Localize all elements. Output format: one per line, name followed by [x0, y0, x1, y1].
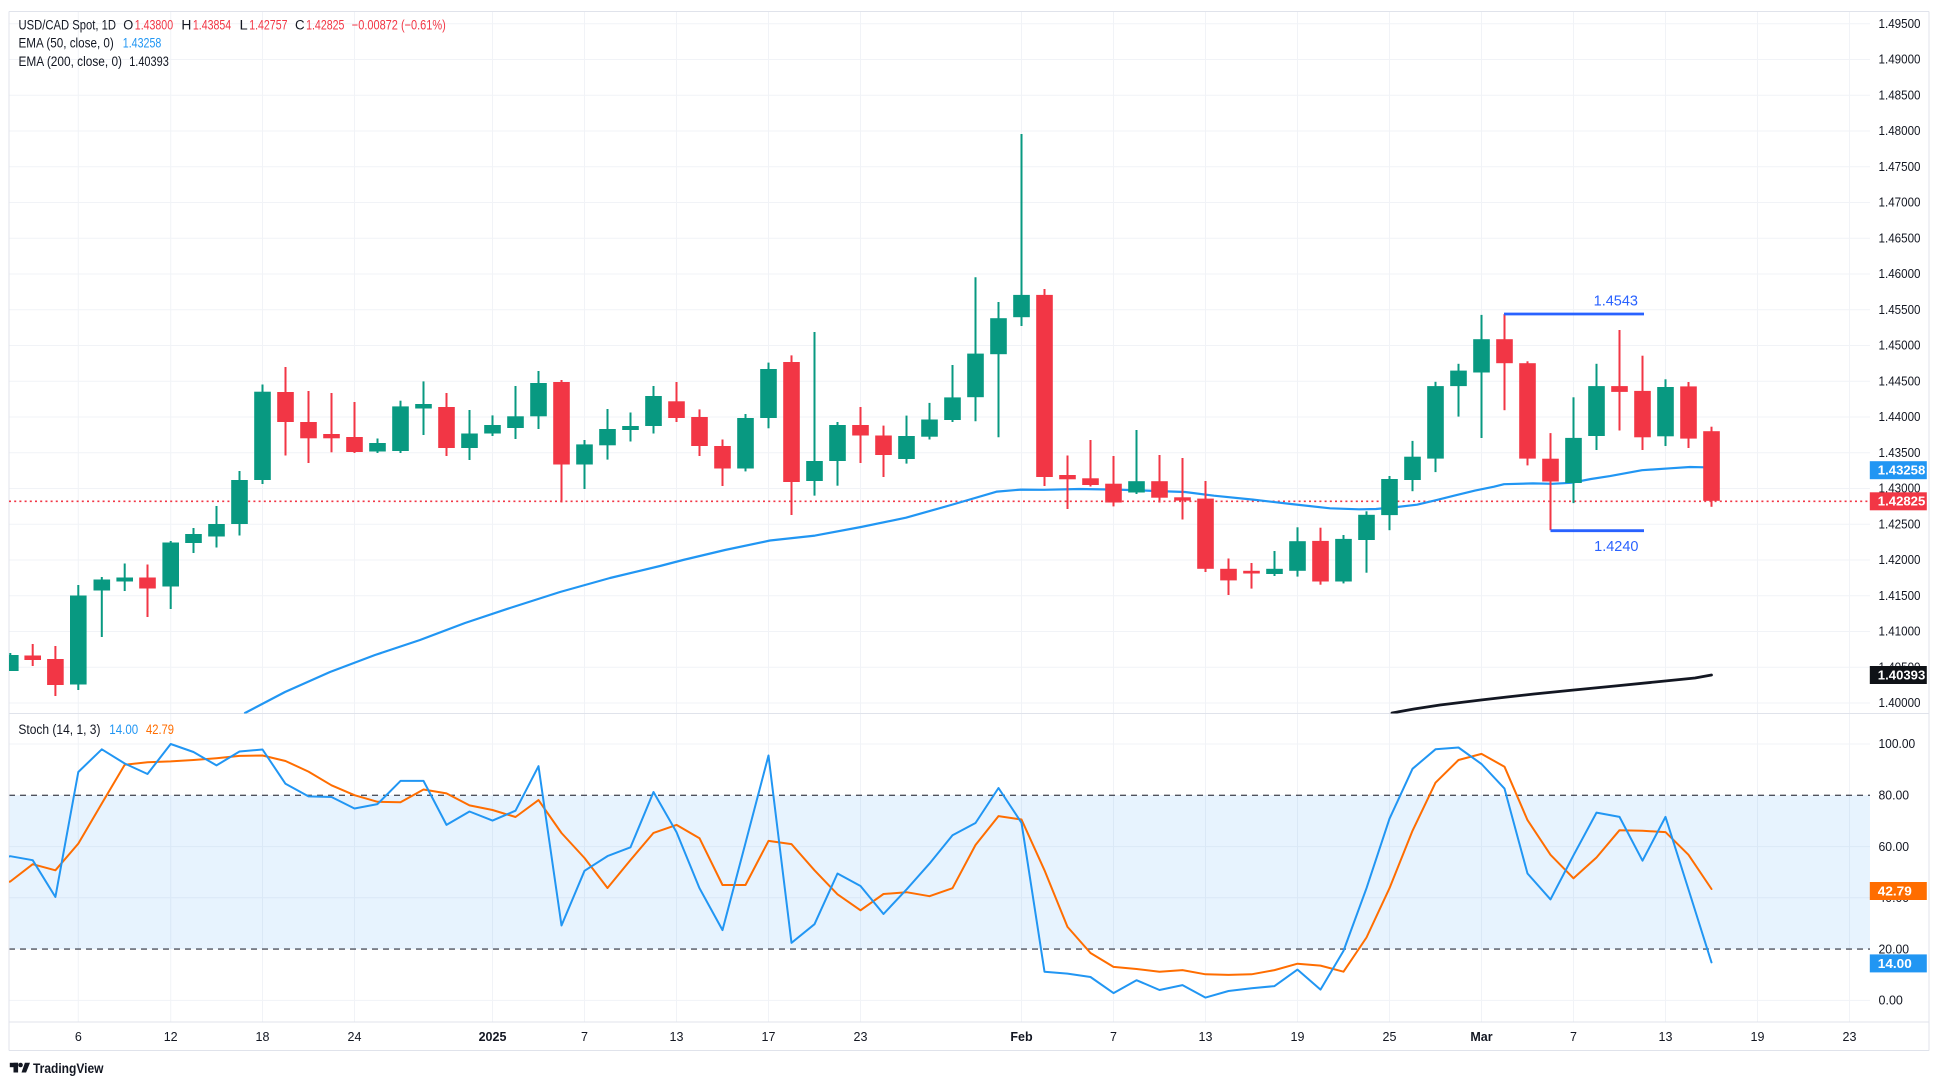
svg-text:−0.00872 (−0.61%): −0.00872 (−0.61%) — [352, 17, 446, 32]
svg-text:1.46500: 1.46500 — [1879, 231, 1921, 245]
svg-text:1.40393: 1.40393 — [129, 54, 169, 69]
svg-text:1.41000: 1.41000 — [1879, 625, 1921, 639]
svg-text:1.42825: 1.42825 — [306, 17, 344, 32]
svg-text:EMA (50, close, 0): EMA (50, close, 0) — [19, 36, 114, 51]
svg-text:TradingView: TradingView — [33, 1060, 104, 1076]
svg-text:20.00: 20.00 — [1879, 942, 1910, 956]
svg-text:1.4240: 1.4240 — [1594, 539, 1638, 555]
svg-text:1.40000: 1.40000 — [1879, 696, 1921, 710]
svg-text:1.43258: 1.43258 — [1878, 464, 1926, 478]
svg-text:1.45000: 1.45000 — [1879, 339, 1921, 353]
svg-text:1.48500: 1.48500 — [1879, 88, 1921, 102]
svg-text:18: 18 — [256, 1030, 270, 1044]
svg-text:Mar: Mar — [1470, 1030, 1492, 1044]
svg-text:13: 13 — [1659, 1030, 1673, 1044]
svg-text:25: 25 — [1383, 1030, 1397, 1044]
svg-text:1.42000: 1.42000 — [1879, 553, 1921, 567]
svg-text:7: 7 — [581, 1030, 588, 1044]
svg-text:12: 12 — [164, 1030, 178, 1044]
svg-text:C: C — [295, 17, 305, 32]
svg-text:7: 7 — [1570, 1030, 1577, 1044]
svg-text:1.44000: 1.44000 — [1879, 410, 1921, 424]
svg-text:17: 17 — [762, 1030, 776, 1044]
svg-text:1.48000: 1.48000 — [1879, 124, 1921, 138]
svg-text:13: 13 — [1199, 1030, 1213, 1044]
svg-text:1.47000: 1.47000 — [1879, 196, 1921, 210]
svg-text:1.49000: 1.49000 — [1879, 53, 1921, 67]
svg-text:L: L — [240, 17, 249, 32]
svg-text:42.79: 42.79 — [1878, 884, 1912, 898]
svg-text:1.43500: 1.43500 — [1879, 446, 1921, 460]
svg-text:24: 24 — [348, 1030, 362, 1044]
svg-text:23: 23 — [854, 1030, 868, 1044]
svg-text:USD/CAD Spot, 1D: USD/CAD Spot, 1D — [19, 17, 117, 32]
svg-text:42.79: 42.79 — [146, 722, 174, 737]
svg-text:1.47500: 1.47500 — [1879, 160, 1921, 174]
svg-text:6: 6 — [75, 1030, 82, 1044]
svg-text:Stoch (14, 1, 3): Stoch (14, 1, 3) — [18, 722, 100, 737]
svg-text:H: H — [181, 17, 191, 32]
svg-text:0.00: 0.00 — [1879, 994, 1903, 1008]
svg-text:1.43854: 1.43854 — [193, 17, 232, 32]
svg-text:7: 7 — [1110, 1030, 1117, 1044]
svg-text:80.00: 80.00 — [1879, 789, 1910, 803]
svg-text:Feb: Feb — [1010, 1030, 1033, 1044]
svg-text:1.42500: 1.42500 — [1879, 517, 1921, 531]
svg-text:1.49500: 1.49500 — [1879, 17, 1921, 31]
svg-text:O: O — [123, 17, 133, 32]
svg-text:1.40393: 1.40393 — [1878, 668, 1926, 682]
svg-text:14.00: 14.00 — [109, 722, 138, 737]
svg-text:1.43258: 1.43258 — [123, 36, 162, 51]
svg-text:1.42825: 1.42825 — [1878, 495, 1926, 509]
svg-text:14.00: 14.00 — [1878, 957, 1912, 971]
svg-text:1.43000: 1.43000 — [1879, 482, 1921, 496]
svg-text:1.46000: 1.46000 — [1879, 267, 1921, 281]
svg-text:1.45500: 1.45500 — [1879, 303, 1921, 317]
svg-text:EMA (200, close, 0): EMA (200, close, 0) — [19, 54, 123, 69]
svg-text:19: 19 — [1291, 1030, 1305, 1044]
svg-text:100.00: 100.00 — [1879, 737, 1916, 751]
svg-text:13: 13 — [670, 1030, 684, 1044]
svg-text:1.42757: 1.42757 — [249, 17, 287, 32]
svg-text:1.4543: 1.4543 — [1594, 294, 1638, 310]
svg-text:2025: 2025 — [479, 1030, 507, 1044]
svg-text:60.00: 60.00 — [1879, 840, 1910, 854]
svg-text:1.44500: 1.44500 — [1879, 374, 1921, 388]
svg-text:19: 19 — [1751, 1030, 1765, 1044]
svg-text:1.41500: 1.41500 — [1879, 589, 1921, 603]
svg-text:23: 23 — [1843, 1030, 1857, 1044]
svg-text:1.43800: 1.43800 — [135, 17, 173, 32]
